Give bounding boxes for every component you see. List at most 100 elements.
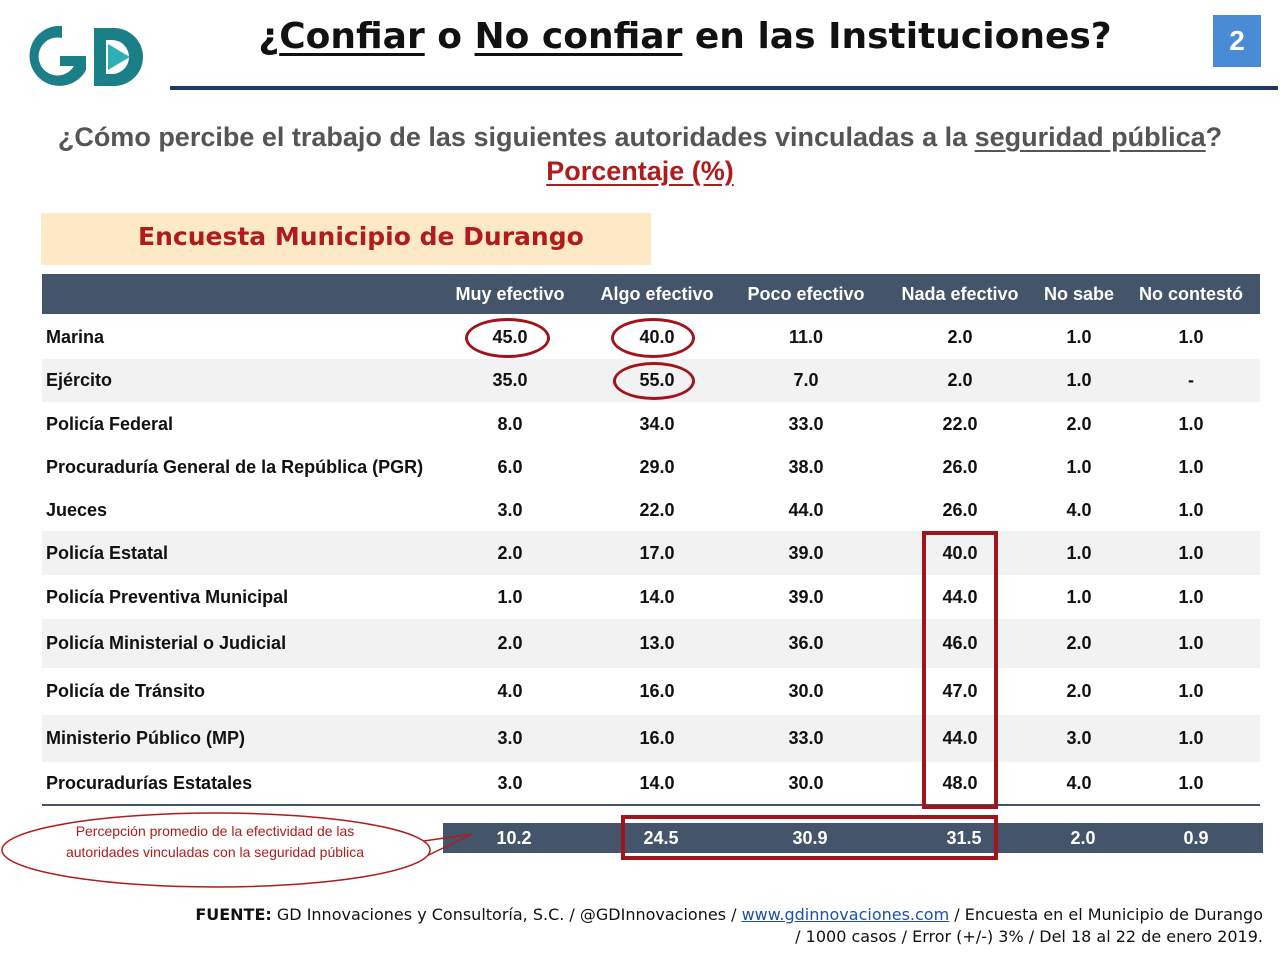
table-cell: 33.0 (788, 728, 824, 748)
average-cell: 10.2 (496, 828, 532, 848)
table-cell: 4.0 (1066, 773, 1092, 793)
table-cell: 26.0 (942, 457, 978, 477)
table-row: Policía Ministerial o Judicial 2.0 13.0 36.… (42, 619, 1260, 668)
table-cell: 2.0 (497, 633, 523, 653)
table-cell: 39.0 (788, 543, 824, 563)
highlight-oval-marina-muy (465, 318, 550, 358)
table-cell: 40.0 (942, 543, 978, 563)
row-label: Policía Federal (46, 414, 174, 434)
table-cell: 30.0 (788, 773, 824, 793)
row-label: Ejército (46, 370, 113, 390)
table-cell: 7.0 (793, 370, 819, 390)
table-cell: 44.0 (788, 500, 824, 520)
table-row: Policía de Tránsito 4.0 16.0 30.0 47.0 2.0 1.0 (42, 668, 1260, 715)
table-cell: 1.0 (1066, 543, 1092, 563)
table-cell: 44.0 (942, 728, 978, 748)
row-label: Policía de Tránsito (46, 681, 206, 701)
table-cell: 1.0 (1178, 773, 1204, 793)
table-cell: 1.0 (1178, 327, 1204, 347)
table-cell: 4.0 (497, 681, 523, 701)
table-cell: 3.0 (497, 500, 523, 520)
table-cell: 47.0 (942, 681, 978, 701)
table-cell: 1.0 (1066, 587, 1092, 607)
title-divider (170, 86, 1278, 90)
table-cell: 2.0 (947, 327, 973, 347)
table-row: Policía Federal 8.0 34.0 33.0 22.0 2.0 1.0 (42, 402, 1260, 446)
table-cell: 2.0 (497, 543, 523, 563)
table-cell: 17.0 (639, 543, 675, 563)
table-cell: 1.0 (1178, 681, 1204, 701)
table-cell: 14.0 (639, 773, 675, 793)
column-header: No contestó (1138, 284, 1243, 304)
table-cell: 2.0 (1066, 633, 1092, 653)
highlight-box-average (621, 815, 998, 860)
table-cell: 1.0 (497, 587, 523, 607)
average-cell: 30.9 (792, 828, 828, 848)
table-cell: - (1188, 370, 1194, 390)
column-header: Muy efectivo (455, 284, 565, 304)
table-cell: 30.0 (788, 681, 824, 701)
average-cell: 31.5 (946, 828, 982, 848)
column-header: Poco efectivo (747, 284, 865, 304)
table-cell: 1.0 (1178, 414, 1204, 434)
table-cell: 1.0 (1178, 543, 1204, 563)
average-cell: 0.9 (1183, 828, 1209, 848)
survey-title: Encuesta Municipio de Durango (138, 222, 584, 251)
table-cell: 36.0 (788, 633, 824, 653)
survey-title-box (41, 213, 651, 265)
average-cell: 24.5 (643, 828, 679, 848)
table-cell: 8.0 (497, 414, 523, 434)
table-row: Jueces 3.0 22.0 44.0 26.0 4.0 1.0 (42, 489, 1260, 531)
table-cell: 38.0 (788, 457, 824, 477)
unit-label: Porcentaje (%) (546, 156, 734, 186)
row-label: Marina (46, 327, 105, 347)
table-cell: 16.0 (639, 681, 675, 701)
column-header: Nada efectivo (901, 284, 1019, 304)
page-title: ¿Confiar o No confiar en las Institucion… (258, 16, 1112, 57)
table-cell: 11.0 (788, 327, 824, 347)
table-cell: 33.0 (788, 414, 824, 434)
table-cell: 2.0 (947, 370, 973, 390)
table-cell: 22.0 (942, 414, 978, 434)
table-cell: 46.0 (942, 633, 978, 653)
table-bottom-rule (42, 804, 1260, 806)
gd-logo (22, 18, 152, 96)
table-cell: 1.0 (1178, 500, 1204, 520)
table-cell: 35.0 (492, 370, 528, 390)
table-cell: 2.0 (1066, 681, 1092, 701)
table-cell: 13.0 (639, 633, 675, 653)
table-row: Procuraduría General de la República (PG… (42, 446, 1260, 489)
column-header: Algo efectivo (600, 284, 714, 304)
table-cell: 1.0 (1066, 457, 1092, 477)
row-label: Ministerio Público (MP) (46, 728, 246, 748)
survey-question: ¿Cómo percibe el trabajo de las siguient… (57, 122, 1223, 152)
table-row: Policía Preventiva Municipal 1.0 14.0 39.0 4… (42, 575, 1260, 619)
table-cell: 26.0 (942, 500, 978, 520)
table-cell: 1.0 (1178, 728, 1204, 748)
row-label: Procuraduría General de la República (PG… (46, 457, 424, 477)
average-cell: 2.0 (1070, 828, 1096, 848)
footer-source: FUENTE: GD Innovaciones y Consultoría, S… (195, 905, 1263, 946)
row-label: Policía Estatal (46, 543, 169, 563)
table-cell: 1.0 (1178, 633, 1204, 653)
table-cell: 1.0 (1066, 370, 1092, 390)
table-cell: 29.0 (639, 457, 675, 477)
table-cell: 14.0 (639, 587, 675, 607)
row-label: Policía Preventiva Municipal (46, 587, 289, 607)
table-row: Policía Estatal 2.0 17.0 39.0 40.0 1.0 1.0 (42, 531, 1260, 575)
table-cell: 1.0 (1066, 327, 1092, 347)
callout-bubble (1, 812, 473, 888)
highlight-oval-ejercito-algo (613, 362, 695, 400)
table-cell: 48.0 (942, 773, 978, 793)
highlight-oval-marina-algo (611, 318, 695, 358)
row-label: Jueces (46, 500, 108, 520)
row-label: Procuradurías Estatales (46, 773, 253, 793)
table-cell: 2.0 (1066, 414, 1092, 434)
table-cell: 39.0 (788, 587, 824, 607)
row-label: Policía Ministerial o Judicial (46, 633, 287, 653)
table-cell: 3.0 (497, 728, 523, 748)
table-cell: 34.0 (639, 414, 675, 434)
website-link[interactable]: www.gdinnovaciones.com (741, 905, 950, 924)
table-cell: 1.0 (1178, 457, 1204, 477)
callout-text: Percepción promedio de la efectividad de… (65, 823, 365, 860)
